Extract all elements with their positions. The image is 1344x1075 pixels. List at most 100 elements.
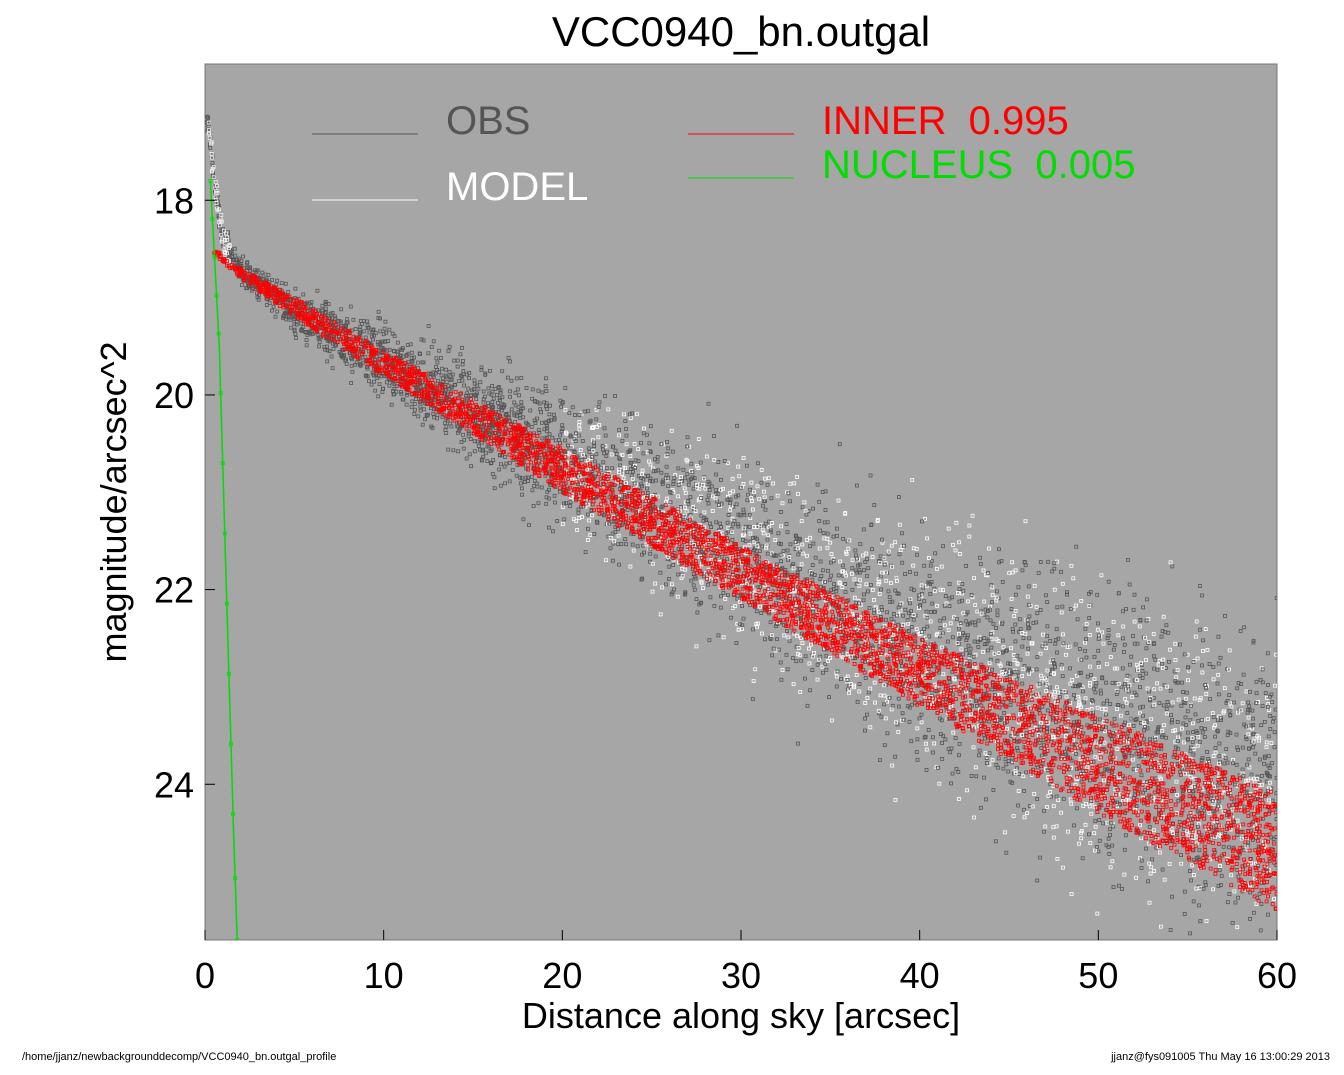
obs-point [719, 605, 723, 610]
obs-point [1214, 946, 1217, 949]
model-point [983, 751, 988, 756]
obs-point [1154, 776, 1159, 781]
obs-point [577, 433, 581, 438]
model-point [1185, 983, 1188, 986]
model-point [747, 542, 752, 547]
model-point [1273, 683, 1277, 688]
obs-point [940, 741, 944, 745]
obs-point [1205, 750, 1209, 754]
model-point [1196, 734, 1201, 739]
obs-point [431, 375, 436, 380]
model-point [982, 599, 987, 604]
model-point [760, 631, 764, 636]
obs-point [1020, 644, 1025, 649]
obs-point [1260, 774, 1264, 778]
obs-point [624, 542, 628, 547]
obs-point [1180, 766, 1184, 771]
obs-point [868, 473, 873, 478]
obs-point [734, 502, 739, 507]
model-point [705, 454, 709, 459]
model-point [1108, 655, 1113, 659]
obs-point [818, 559, 823, 564]
obs-point [550, 435, 555, 440]
model-point [1249, 776, 1254, 781]
obs-point [667, 564, 672, 569]
obs-point [964, 638, 969, 642]
chart-title: VCC0940_bn.outgal [552, 8, 930, 55]
obs-point [1139, 866, 1144, 870]
obs-point [446, 348, 451, 353]
obs-point [1138, 685, 1142, 690]
obs-point [361, 329, 366, 334]
model-point [1132, 619, 1137, 624]
obs-point [617, 427, 621, 432]
obs-point [683, 476, 687, 481]
obs-point [808, 544, 812, 549]
obs-point [279, 281, 284, 286]
obs-point [548, 403, 552, 408]
model-point [1138, 823, 1142, 828]
obs-point [331, 346, 336, 351]
obs-point [938, 618, 943, 623]
obs-point [315, 288, 320, 293]
obs-point [559, 404, 563, 409]
model-point [1085, 946, 1088, 949]
model-point [1059, 730, 1063, 735]
obs-point [476, 444, 481, 448]
model-point [1103, 729, 1107, 734]
obs-point [1035, 878, 1040, 883]
obs-point [1153, 657, 1158, 662]
obs-point [1154, 730, 1159, 735]
obs-point [1242, 804, 1247, 809]
obs-point [879, 587, 883, 592]
obs-point [543, 384, 548, 389]
model-point [799, 519, 804, 523]
obs-point [1251, 732, 1256, 736]
obs-point [748, 487, 752, 492]
model-point [1095, 705, 1100, 710]
obs-point [1001, 766, 1006, 771]
model-point [1113, 793, 1117, 798]
obs-point [498, 462, 503, 467]
obs-point [1107, 943, 1110, 946]
obs-point [1240, 745, 1245, 750]
obs-point [1008, 702, 1013, 707]
obs-point [1206, 757, 1211, 761]
obs-point [1081, 700, 1086, 705]
obs-point [768, 530, 773, 535]
model-point [1167, 862, 1172, 866]
obs-point [776, 531, 781, 536]
obs-point [1274, 863, 1277, 867]
obs-point [1219, 873, 1224, 878]
obs-point [977, 748, 982, 753]
obs-point [490, 384, 495, 388]
obs-point [987, 751, 992, 756]
obs-point [648, 559, 652, 564]
model-point [563, 408, 568, 412]
obs-point [1181, 690, 1185, 694]
obs-point [1272, 745, 1277, 750]
model-point [624, 442, 629, 447]
obs-point [1049, 794, 1053, 799]
model-point [972, 815, 976, 820]
model-point [796, 646, 801, 650]
obs-point [1097, 818, 1102, 822]
obs-point [1216, 799, 1221, 804]
obs-point [719, 477, 723, 482]
obs-point [1262, 761, 1266, 766]
obs-point [1257, 779, 1262, 784]
model-point [1253, 877, 1257, 882]
obs-point [1241, 672, 1246, 677]
obs-point [315, 308, 320, 313]
obs-point [1251, 950, 1254, 953]
obs-point [1216, 634, 1221, 639]
model-point [594, 407, 599, 412]
obs-point [1191, 899, 1196, 904]
obs-point [716, 460, 721, 464]
obs-point [989, 645, 994, 650]
model-point [1087, 804, 1092, 809]
obs-point [1017, 617, 1022, 622]
obs-point [372, 379, 376, 384]
model-point [1077, 841, 1081, 846]
obs-point [533, 420, 538, 425]
